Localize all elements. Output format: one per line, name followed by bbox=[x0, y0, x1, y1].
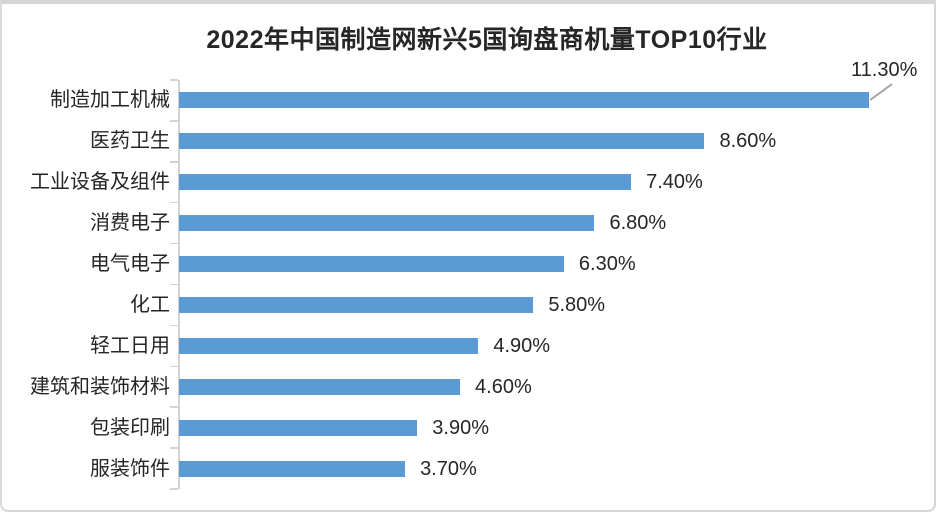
category-label: 服装饰件 bbox=[90, 457, 170, 480]
category-axis-labels: 制造加工机械医药卫生工业设备及组件消费电子电气电子化工轻工日用建筑和装饰材料包装… bbox=[2, 80, 170, 489]
value-label: 4.90% bbox=[493, 334, 551, 357]
bar-制造加工机械 bbox=[179, 92, 870, 109]
bar-轻工日用 bbox=[179, 337, 479, 354]
bar-建筑和装饰材料 bbox=[179, 378, 461, 395]
category-label: 轻工日用 bbox=[90, 334, 170, 357]
bar-工业设备及组件 bbox=[179, 174, 632, 191]
bar-电气电子 bbox=[179, 256, 564, 273]
axis-tick bbox=[170, 283, 178, 286]
category-label: 工业设备及组件 bbox=[30, 171, 170, 194]
axis-tick bbox=[170, 242, 178, 245]
axis-tick bbox=[170, 324, 178, 327]
axis-tick bbox=[170, 365, 178, 368]
y-axis-line bbox=[178, 80, 180, 489]
value-label: 5.80% bbox=[548, 293, 606, 316]
plot-area: 11.30% 8.60% 7.40% 6.80% 6.30% 5.80% 4.90% 4.60… bbox=[170, 59, 934, 490]
axis-tick bbox=[170, 447, 178, 449]
value-label: 8.60% bbox=[719, 130, 777, 153]
value-label: 7.40% bbox=[646, 171, 703, 194]
axis-tick bbox=[170, 201, 178, 204]
chart-title: 2022年中国制造网新兴5国询盘商机量TOP10行业 bbox=[206, 26, 768, 54]
category-label: 制造加工机械 bbox=[50, 89, 170, 112]
value-label: 6.80% bbox=[609, 212, 667, 235]
bar-消费电子 bbox=[179, 215, 595, 232]
bar-化工 bbox=[179, 296, 534, 313]
category-label: 电气电子 bbox=[90, 253, 170, 276]
category-label: 建筑和装饰材料 bbox=[30, 375, 170, 398]
bar-包装印刷 bbox=[179, 419, 418, 436]
bar-服装饰件 bbox=[179, 460, 406, 477]
value-label: 4.60% bbox=[475, 375, 532, 398]
category-label: 消费电子 bbox=[90, 212, 170, 235]
axis-tick bbox=[170, 161, 178, 163]
leader-line bbox=[869, 83, 893, 101]
value-label: 6.30% bbox=[578, 253, 636, 276]
value-label: 3.70% bbox=[420, 457, 477, 480]
axis-tick bbox=[170, 406, 178, 408]
category-label: 化工 bbox=[130, 293, 170, 316]
value-label: 11.30% bbox=[851, 59, 918, 81]
category-label: 包装印刷 bbox=[90, 416, 170, 439]
category-label: 医药卫生 bbox=[90, 130, 170, 153]
bar-医药卫生 bbox=[179, 133, 705, 150]
value-label: 3.90% bbox=[432, 416, 489, 439]
axis-tick bbox=[170, 488, 178, 490]
axis-tick bbox=[170, 120, 178, 122]
axis-tick bbox=[170, 79, 178, 81]
